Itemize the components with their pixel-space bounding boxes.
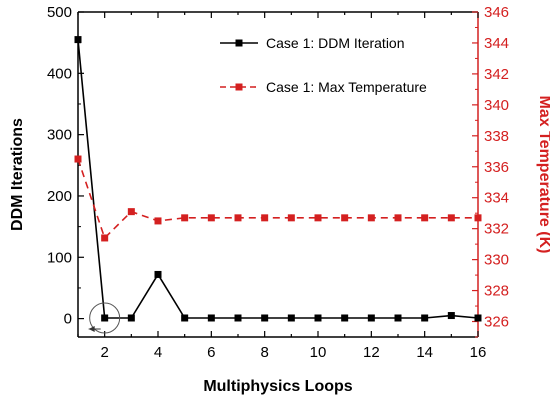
right-y-tick-label: 330	[484, 252, 509, 269]
legend-marker-1	[235, 39, 243, 47]
series-1-point	[421, 314, 429, 322]
legend-label-2: Case 1: Max Temperature	[266, 79, 427, 95]
right-y-tick-label: 344	[484, 35, 509, 52]
left-y-tick-label: 200	[47, 188, 72, 205]
series-line-1	[77, 39, 479, 319]
series-2-point	[367, 214, 375, 222]
x-axis-title: Multiphysics Loops	[203, 378, 352, 395]
right-y-tick-label: 336	[484, 159, 509, 176]
series-2-point	[261, 214, 269, 222]
series-1-point	[127, 314, 135, 322]
right-y-tick-label: 340	[484, 97, 509, 114]
left-y-axis-title: DDM Iterations	[9, 118, 26, 231]
series-1-point	[234, 314, 242, 322]
right-y-tick-label: 346	[484, 4, 509, 21]
series-2-point	[287, 214, 295, 222]
legend-marker-2	[235, 83, 243, 91]
series-2-point	[74, 155, 82, 163]
annotation-arrow-head	[88, 326, 95, 332]
x-tick-label: 14	[416, 344, 433, 361]
right-y-tick-label: 332	[484, 221, 509, 238]
x-tick-label: 2	[100, 344, 108, 361]
series-2-point	[474, 214, 482, 222]
legend-label-1: Case 1: DDM Iteration	[266, 35, 405, 51]
series-2-point	[421, 214, 429, 222]
series-1-point	[261, 314, 269, 322]
series-2-point	[394, 214, 402, 222]
x-tick-label: 16	[470, 344, 487, 361]
series-1-point	[287, 314, 295, 322]
series-2-point	[207, 214, 215, 222]
x-tick-label: 10	[310, 344, 327, 361]
left-y-tick-label: 100	[47, 249, 72, 266]
series-line-2	[77, 158, 478, 240]
left-y-tick-label: 400	[47, 65, 72, 82]
right-y-tick-label: 328	[484, 283, 509, 300]
series-1-point	[367, 314, 375, 322]
left-y-tick-label: 0	[64, 311, 72, 328]
series-2-point	[127, 208, 135, 216]
series-1-point	[74, 36, 82, 44]
series-2-point	[234, 214, 242, 222]
annotation-layer	[88, 302, 121, 334]
right-y-tick-label: 334	[484, 190, 509, 207]
series-2-point	[154, 217, 162, 225]
series-1-point	[101, 314, 109, 322]
series-2-point	[181, 214, 189, 222]
legend: Case 1: DDM Iteration Case 1: Max Tempera…	[220, 35, 427, 95]
series-1-point	[314, 314, 322, 322]
series-1-point	[341, 314, 349, 322]
x-tick-label: 4	[154, 344, 162, 361]
series-1-point	[447, 312, 455, 320]
x-tick-label: 6	[207, 344, 215, 361]
right-y-tick-label: 342	[484, 66, 509, 83]
left-y-tick-label: 500	[47, 4, 72, 21]
left-y-tick-label: 300	[47, 127, 72, 144]
x-tick-label: 12	[363, 344, 380, 361]
right-y-tick-label: 338	[484, 128, 509, 145]
series-1-point	[394, 314, 402, 322]
series-1-point	[181, 314, 189, 322]
right-y-axis-title: Max Temperature (K)	[536, 96, 550, 254]
series-2-point	[314, 214, 322, 222]
series-1-point	[207, 314, 215, 322]
series-2-point	[101, 234, 109, 242]
series-1-point	[474, 314, 482, 322]
highlight-circle	[89, 302, 121, 334]
series-2-point	[447, 214, 455, 222]
right-y-tick-label: 326	[484, 314, 509, 331]
series-1-point	[154, 270, 162, 278]
series-2-point	[341, 214, 349, 222]
series-layer	[74, 36, 482, 322]
x-tick-label: 8	[260, 344, 268, 361]
axes-group: 2 4 6 8 10 12 14 16 0 100 200 300 400 500 326 328 330 332…	[47, 4, 509, 361]
